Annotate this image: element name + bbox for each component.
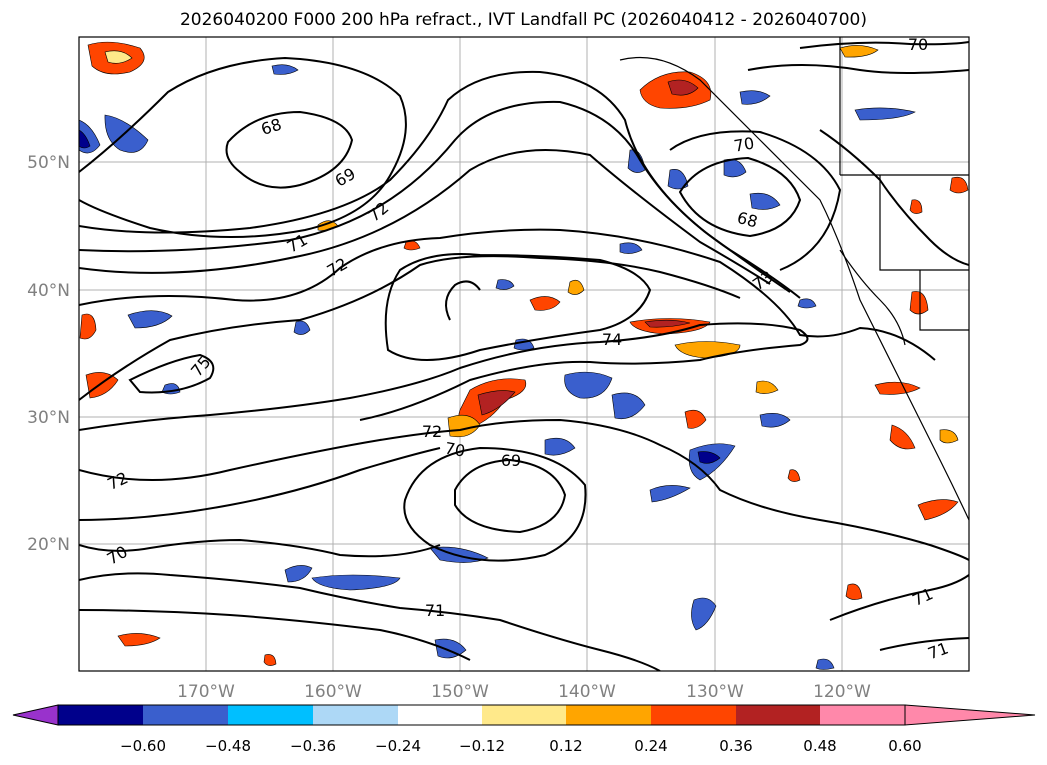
lon-label: 130°W <box>686 682 744 702</box>
map-title: 2026040200 F000 200 hPa refract., IVT La… <box>179 10 867 30</box>
colorbar-segment <box>820 705 905 725</box>
colorbar-segment <box>482 705 566 725</box>
colorbar-tick: −0.24 <box>375 737 421 755</box>
contour-label: 69 <box>501 451 521 470</box>
colorbar-segment <box>736 705 820 725</box>
colorbar-segment <box>143 705 228 725</box>
longitude-labels: 170°W 160°W 150°W 140°W 130°W 120°W <box>177 682 871 702</box>
colorbar-ticklabels: −0.60 −0.48 −0.36 −0.24 −0.12 0.12 0.24 … <box>120 737 922 755</box>
lat-label: 30°N <box>27 408 70 428</box>
contour-label: 72 <box>422 422 442 441</box>
lon-label: 160°W <box>304 682 362 702</box>
lon-label: 170°W <box>177 682 235 702</box>
colorbar: −0.60 −0.48 −0.36 −0.24 −0.12 0.12 0.24 … <box>12 704 1036 755</box>
contour-label: 70 <box>732 133 755 155</box>
colorbar-tick: 0.60 <box>888 737 921 755</box>
lon-label: 120°W <box>813 682 871 702</box>
colorbar-tick: −0.48 <box>205 737 251 755</box>
colorbar-segment <box>566 705 651 725</box>
contour-label: 70 <box>443 438 466 460</box>
lat-label: 20°N <box>27 535 70 555</box>
colorbar-tick: −0.12 <box>459 737 505 755</box>
contour-label: 68 <box>735 208 760 232</box>
refractivity-contours <box>79 41 969 671</box>
colorbar-tick: 0.36 <box>719 737 752 755</box>
plot-area <box>79 37 969 671</box>
colorbar-segment <box>398 705 482 725</box>
contour-label: 74 <box>602 330 622 349</box>
colorbar-tick: 0.48 <box>803 737 836 755</box>
lat-label: 50°N <box>27 153 70 173</box>
colorbar-segment <box>651 705 736 725</box>
colorbar-extend-left <box>12 704 59 726</box>
contour-label: 71 <box>425 601 445 620</box>
contour-label: 70 <box>908 35 928 54</box>
plot-frame <box>78 36 970 672</box>
cool-anomaly-patches <box>79 64 916 670</box>
lon-label: 140°W <box>558 682 616 702</box>
colorbar-tick: −0.60 <box>120 737 166 755</box>
colorbar-tick: 0.24 <box>634 737 667 755</box>
colorbar-segment <box>228 705 313 725</box>
colorbar-tick: 0.12 <box>549 737 582 755</box>
latitude-labels: 50°N 40°N 30°N 20°N <box>27 153 70 555</box>
colorbar-segment <box>58 705 143 725</box>
lat-label: 40°N <box>27 281 70 301</box>
colorbar-segment <box>313 705 398 725</box>
colorbar-tick: −0.36 <box>290 737 336 755</box>
colorbar-extend-right <box>904 704 1036 726</box>
lon-label: 150°W <box>431 682 489 702</box>
colorbar-frame <box>57 704 906 726</box>
coastlines <box>619 37 969 521</box>
